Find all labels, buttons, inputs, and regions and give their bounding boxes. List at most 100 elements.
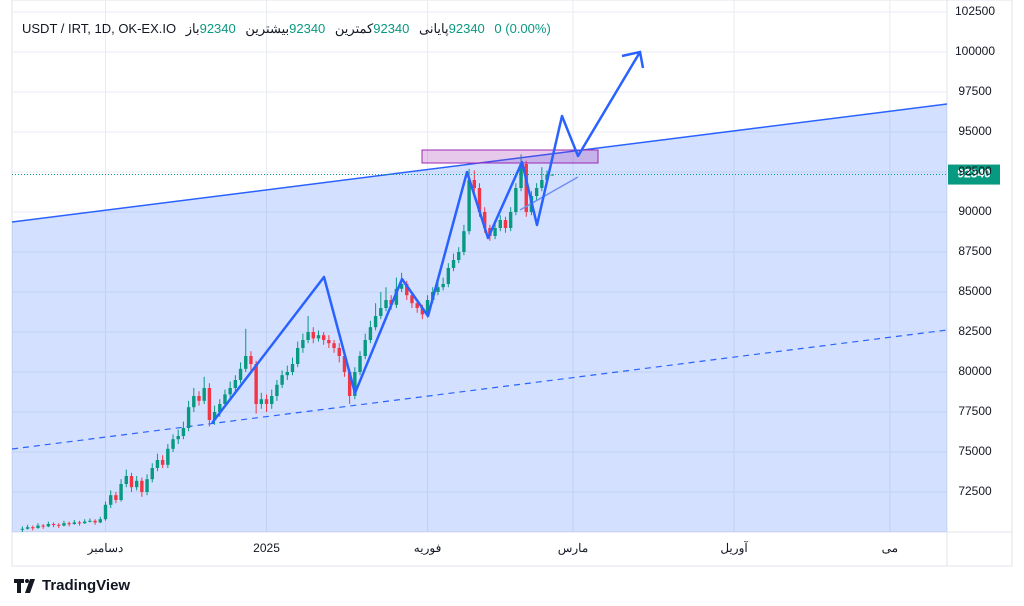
candle-body [467, 180, 471, 232]
candle-body [166, 448, 170, 465]
candle-body [62, 523, 66, 526]
candle-body [259, 399, 264, 404]
brand-logo [14, 578, 35, 593]
candle-body [254, 364, 258, 404]
y-tick-label: 82500 [958, 324, 992, 338]
candle-body [51, 524, 56, 525]
candle-body [176, 436, 180, 440]
y-tick-label: 102500 [955, 4, 995, 18]
candle-body [399, 284, 404, 289]
x-tick-label: می [882, 541, 898, 555]
candle-body [425, 300, 430, 315]
channel-fill [12, 104, 947, 532]
candle-body [145, 479, 149, 492]
candle-body [410, 295, 414, 304]
candle-body [446, 268, 451, 284]
candle-body [150, 468, 154, 480]
candle-body [503, 220, 508, 228]
candle-body [228, 388, 232, 395]
candle-body [290, 364, 295, 372]
high-label: بیشترین [245, 21, 290, 36]
candle-body [477, 188, 482, 212]
candle-body [57, 524, 61, 526]
candle-body [171, 439, 175, 449]
x-tick-label: دسامبر [87, 541, 124, 555]
candle-body [519, 164, 523, 188]
x-tick-label: فوریه [414, 541, 442, 555]
y-tick-label: 75000 [958, 444, 992, 458]
candle-body [295, 348, 300, 364]
candle-body [202, 388, 206, 401]
x-tick-label: آوریل [720, 540, 748, 555]
candle-body [524, 164, 528, 212]
candle-body [238, 368, 243, 380]
candle-body [457, 252, 461, 260]
candle-body [405, 284, 409, 296]
low-label: کمترین [334, 21, 374, 36]
candle-body [280, 375, 284, 385]
y-tick-label: 85000 [958, 284, 992, 298]
candle-body [25, 527, 30, 529]
candle-body [436, 287, 440, 292]
high-value: 92340 [289, 21, 326, 36]
last-price-box [948, 164, 1000, 185]
candle-body [306, 332, 310, 340]
y-tick-label: 80000 [958, 364, 992, 378]
candle-body [514, 188, 518, 212]
open-label: باز [185, 21, 200, 36]
candle-body [72, 522, 77, 524]
candle-body [342, 356, 347, 372]
close-value: 92340 [448, 21, 485, 36]
x-tick-label: مارس [558, 541, 589, 555]
candle-body [264, 399, 269, 404]
candle-body [119, 484, 123, 500]
low-value: 92340 [373, 21, 410, 36]
candle-body [134, 480, 139, 488]
candle-body [223, 394, 227, 404]
legend: USDT / IRT, 1D, OK-EX.IO باز92340 بیشتری… [22, 21, 557, 37]
candle-body [270, 396, 274, 404]
y-tick-label: 95000 [958, 124, 992, 138]
candle-body [332, 343, 336, 348]
x-tick-label: 2025 [253, 541, 280, 555]
brand-name: TradingView [42, 577, 131, 594]
candle-body [482, 212, 487, 228]
candle-body [160, 460, 165, 465]
candle-body [93, 520, 97, 523]
grid [12, 0, 947, 532]
candle-body [363, 340, 367, 356]
candle-body [301, 340, 305, 348]
candle-body [98, 519, 103, 523]
candle-body [192, 396, 196, 408]
y-tick-label: 100000 [955, 44, 995, 58]
candle-body [493, 228, 497, 236]
candle-body [368, 327, 373, 340]
candle-body [327, 340, 331, 344]
candle-body [249, 356, 253, 364]
change: 0 (0.00%) [494, 21, 551, 36]
y-tick-label: 72500 [958, 484, 992, 498]
wave-path [211, 51, 642, 424]
chart-frame [11, 0, 1013, 567]
candle-body [20, 528, 25, 530]
open-value: 92340 [199, 21, 236, 36]
candle-body [46, 524, 51, 527]
symbol: USDT / IRT, 1D, OK-EX.IO [22, 21, 177, 36]
candle-body [114, 495, 118, 500]
candle-body [420, 308, 425, 315]
candle-body [373, 316, 378, 328]
brand: TradingView [14, 577, 130, 594]
candle-body [472, 180, 477, 188]
candle-body [103, 504, 108, 520]
candle-body [275, 384, 279, 396]
y-tick-label: 77500 [958, 404, 992, 418]
candle-body [534, 188, 539, 196]
candle-body [337, 348, 341, 356]
candle-body [67, 523, 71, 525]
candle-body [218, 404, 222, 412]
candle-body [140, 480, 144, 492]
last-price-label: 92340 [957, 167, 991, 181]
candle-body [394, 288, 399, 305]
